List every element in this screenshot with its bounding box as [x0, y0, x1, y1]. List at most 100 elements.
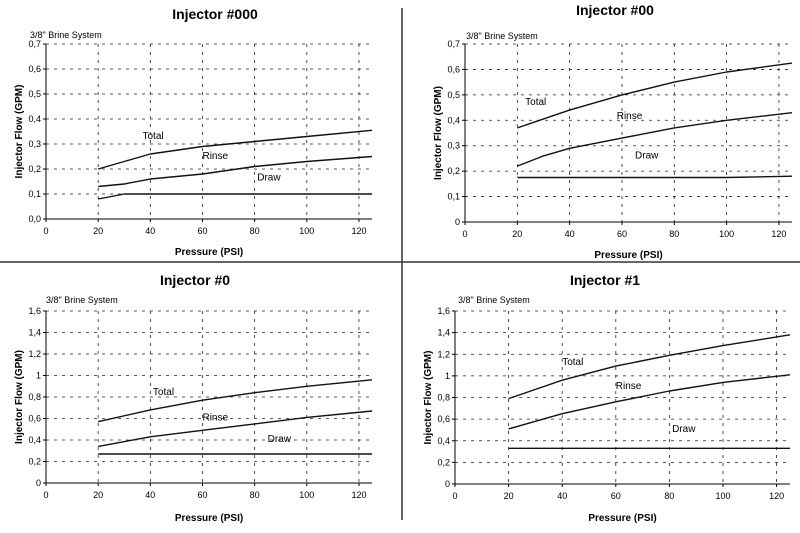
- series-label-rinse: Rinse: [617, 111, 643, 122]
- series-label-draw: Draw: [257, 172, 281, 183]
- series-label-total: Total: [562, 357, 583, 368]
- series-line-total: [508, 334, 791, 400]
- system-label: 3/8" Brine System: [46, 295, 118, 305]
- x-tick-label: 120: [769, 491, 784, 501]
- y-tick-label: 0,1: [28, 189, 41, 199]
- y-tick-label: 0: [455, 217, 460, 227]
- system-label: 3/8" Brine System: [30, 30, 102, 40]
- x-tick-label: 100: [715, 491, 730, 501]
- x-axis-label: Pressure (PSI): [588, 513, 656, 524]
- x-tick-label: 0: [43, 226, 48, 236]
- y-tick-label: 0,3: [28, 139, 41, 149]
- series-label-draw: Draw: [672, 424, 696, 435]
- series-label-total: Total: [153, 387, 174, 398]
- x-axis-label: Pressure (PSI): [594, 250, 662, 261]
- y-tick-label: 1,2: [28, 349, 41, 359]
- x-tick-label: 100: [719, 229, 734, 239]
- series-line-rinse: [98, 410, 373, 448]
- series-label-draw: Draw: [268, 434, 292, 445]
- y-tick-label: 0,6: [447, 64, 460, 74]
- y-tick-label: 0: [445, 479, 450, 489]
- y-tick-label: 0,1: [447, 192, 460, 202]
- y-tick-label: 1,6: [28, 306, 41, 316]
- x-tick-label: 100: [299, 226, 314, 236]
- chart-title: Injector #000: [172, 6, 258, 22]
- y-tick-label: 0,7: [28, 39, 41, 49]
- y-tick-label: 0,8: [437, 393, 450, 403]
- x-tick-label: 100: [299, 490, 314, 500]
- series-line-total: [98, 379, 373, 423]
- x-tick-label: 120: [771, 229, 786, 239]
- x-tick-label: 0: [462, 229, 467, 239]
- y-tick-label: 0,4: [437, 436, 450, 446]
- y-tick-label: 0,6: [437, 414, 450, 424]
- chart-title: Injector #0: [160, 272, 230, 288]
- series-line-total: [517, 62, 793, 129]
- x-tick-label: 40: [565, 229, 575, 239]
- y-tick-label: 0,3: [447, 141, 460, 151]
- x-tick-label: 20: [504, 491, 514, 501]
- y-axis-label: Injector Flow (GPM): [423, 351, 434, 445]
- series-label-draw: Draw: [635, 150, 659, 161]
- x-tick-label: 40: [145, 490, 155, 500]
- x-tick-label: 20: [93, 226, 103, 236]
- x-tick-label: 60: [197, 226, 207, 236]
- y-tick-label: 0,2: [28, 457, 41, 467]
- y-tick-label: 0,4: [28, 114, 41, 124]
- x-tick-label: 40: [557, 491, 567, 501]
- y-tick-label: 1,6: [437, 306, 450, 316]
- y-axis-label: Injector Flow (GPM): [433, 86, 444, 180]
- y-tick-label: 0,6: [28, 64, 41, 74]
- y-tick-label: 1: [445, 371, 450, 381]
- chart-panel: Injector #1 3/8" Brine System 0 0,2 0,4 0,6 0,…: [423, 272, 791, 524]
- x-tick-label: 80: [669, 229, 679, 239]
- x-tick-label: 120: [351, 490, 366, 500]
- y-tick-label: 0,0: [28, 214, 41, 224]
- x-tick-label: 60: [197, 490, 207, 500]
- series-line-rinse: [98, 155, 373, 188]
- y-tick-label: 1,4: [28, 328, 41, 338]
- chart-panel: Injector #000 3/8" Brine System 0,0 0,1 0,2 0…: [14, 6, 373, 258]
- series-line-draw: [98, 193, 372, 200]
- y-tick-label: 1,2: [437, 349, 450, 359]
- system-label: 3/8" Brine System: [458, 295, 530, 305]
- y-tick-label: 0: [36, 478, 41, 488]
- y-tick-label: 1,4: [437, 328, 450, 338]
- x-tick-label: 80: [250, 226, 260, 236]
- x-tick-label: 120: [351, 226, 366, 236]
- y-tick-label: 0,4: [28, 435, 41, 445]
- y-tick-label: 0,2: [447, 166, 460, 176]
- y-tick-label: 0,5: [447, 90, 460, 100]
- system-label: 3/8" Brine System: [466, 31, 538, 41]
- y-tick-label: 0,4: [447, 115, 460, 125]
- x-tick-label: 20: [93, 490, 103, 500]
- x-axis-label: Pressure (PSI): [175, 247, 243, 258]
- y-axis-label: Injector Flow (GPM): [14, 85, 25, 179]
- y-tick-label: 0,7: [447, 39, 460, 49]
- y-axis-label: Injector Flow (GPM): [14, 350, 25, 444]
- series-line-rinse: [508, 374, 791, 430]
- y-tick-label: 0,6: [28, 414, 41, 424]
- x-tick-label: 0: [452, 491, 457, 501]
- x-tick-label: 40: [145, 226, 155, 236]
- chart-title: Injector #1: [570, 272, 640, 288]
- series-label-total: Total: [525, 97, 546, 108]
- series-label-rinse: Rinse: [202, 413, 228, 424]
- series-line-total: [98, 129, 373, 170]
- series-label-rinse: Rinse: [616, 381, 642, 392]
- series-label-rinse: Rinse: [202, 151, 228, 162]
- x-tick-label: 60: [611, 491, 621, 501]
- x-tick-label: 0: [43, 490, 48, 500]
- x-tick-label: 80: [250, 490, 260, 500]
- x-tick-label: 60: [617, 229, 627, 239]
- y-tick-label: 0,5: [28, 89, 41, 99]
- series-line-draw: [517, 175, 793, 179]
- x-tick-label: 20: [512, 229, 522, 239]
- y-tick-label: 0,2: [28, 164, 41, 174]
- y-tick-label: 1: [36, 371, 41, 381]
- series-label-total: Total: [142, 131, 163, 142]
- series-line-rinse: [517, 112, 793, 167]
- x-tick-label: 80: [664, 491, 674, 501]
- y-tick-label: 0,8: [28, 392, 41, 402]
